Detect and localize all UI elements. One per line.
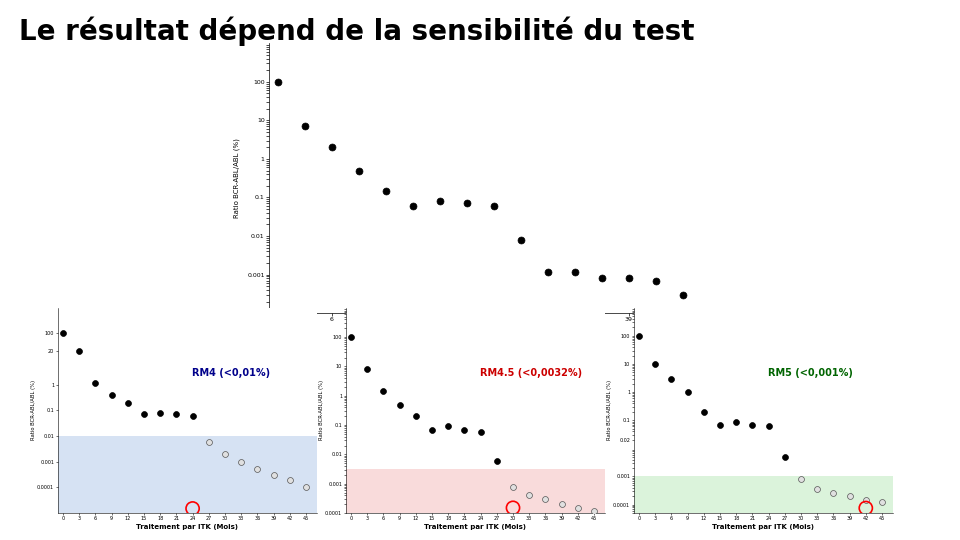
Point bbox=[71, 347, 86, 356]
Point bbox=[408, 412, 423, 421]
Point bbox=[486, 202, 501, 211]
X-axis label: Traitement par ITK (Mois): Traitement par ITK (Mois) bbox=[424, 524, 526, 530]
Y-axis label: Ratio BCR-ABL/ABL (%): Ratio BCR-ABL/ABL (%) bbox=[607, 380, 612, 441]
Point bbox=[680, 388, 695, 396]
Point bbox=[663, 374, 679, 383]
Point bbox=[392, 400, 407, 409]
Point bbox=[540, 267, 556, 276]
Point bbox=[441, 422, 456, 431]
Point bbox=[505, 482, 520, 491]
Point bbox=[538, 495, 553, 503]
Point bbox=[729, 417, 744, 426]
X-axis label: Traitement par ITK (Mois): Traitement par ITK (Mois) bbox=[136, 524, 238, 530]
Text: Le résultat dépend de la sensibilité du test: Le résultat dépend de la sensibilité du … bbox=[19, 16, 695, 46]
Point bbox=[712, 420, 728, 429]
Point bbox=[351, 166, 367, 175]
Point bbox=[270, 77, 285, 86]
Point bbox=[457, 426, 472, 434]
Point bbox=[378, 186, 394, 195]
Point bbox=[299, 483, 314, 491]
Point bbox=[513, 235, 528, 244]
Point bbox=[505, 503, 520, 512]
Point bbox=[185, 412, 201, 421]
Y-axis label: Ratio BCR-ABL/ABL (%): Ratio BCR-ABL/ABL (%) bbox=[319, 380, 324, 441]
Point bbox=[324, 143, 340, 152]
Point bbox=[87, 379, 103, 387]
Point bbox=[56, 329, 71, 338]
Text: RM4.5 (<0,0032%): RM4.5 (<0,0032%) bbox=[480, 368, 583, 379]
Point bbox=[621, 274, 636, 282]
Point bbox=[809, 485, 825, 494]
X-axis label: Traitement par ITK (Mois): Traitement par ITK (Mois) bbox=[712, 524, 814, 530]
Point bbox=[778, 453, 793, 461]
Point bbox=[120, 399, 135, 407]
Point bbox=[202, 437, 217, 446]
Bar bbox=[58, 436, 317, 513]
Point bbox=[587, 507, 602, 515]
Y-axis label: Ratio BCR-ABL/ABL (%): Ratio BCR-ABL/ABL (%) bbox=[234, 138, 241, 218]
Point bbox=[745, 420, 760, 429]
Point bbox=[696, 408, 711, 416]
Point bbox=[298, 122, 313, 131]
Y-axis label: Ratio BCR-ABL/ABL (%): Ratio BCR-ABL/ABL (%) bbox=[31, 380, 36, 441]
Point bbox=[153, 409, 168, 417]
Point bbox=[359, 365, 374, 374]
Point bbox=[567, 267, 583, 276]
Point bbox=[842, 492, 857, 501]
Point bbox=[266, 471, 281, 480]
Point bbox=[282, 475, 298, 484]
Point bbox=[570, 503, 586, 512]
Point bbox=[185, 504, 201, 513]
Point bbox=[632, 332, 647, 340]
Point bbox=[424, 426, 440, 434]
Point bbox=[521, 491, 537, 500]
Point bbox=[405, 202, 420, 211]
Point bbox=[104, 390, 119, 399]
Text: RM4 (<0,01%): RM4 (<0,01%) bbox=[192, 368, 271, 379]
Point bbox=[793, 475, 808, 483]
Point bbox=[826, 489, 841, 498]
Point bbox=[648, 360, 663, 368]
Point bbox=[858, 495, 874, 504]
Bar bbox=[634, 476, 893, 513]
Point bbox=[554, 500, 569, 509]
Point bbox=[473, 427, 489, 436]
Point bbox=[875, 498, 890, 507]
Point bbox=[675, 291, 690, 299]
Point bbox=[233, 457, 249, 466]
Point bbox=[375, 386, 391, 395]
Point bbox=[761, 422, 777, 431]
Bar bbox=[346, 469, 605, 513]
Point bbox=[217, 450, 232, 458]
Point bbox=[459, 199, 474, 208]
Point bbox=[489, 456, 505, 465]
Point bbox=[648, 276, 663, 285]
Text: RM5 (<0,001%): RM5 (<0,001%) bbox=[768, 368, 853, 379]
Point bbox=[169, 410, 184, 418]
Point bbox=[250, 465, 265, 474]
Point bbox=[136, 410, 152, 418]
Point bbox=[594, 274, 610, 282]
Point bbox=[432, 197, 447, 206]
X-axis label: Traitement par ITK (Mois): Traitement par ITK (Mois) bbox=[432, 328, 538, 337]
Point bbox=[858, 504, 874, 512]
Point bbox=[344, 333, 359, 341]
